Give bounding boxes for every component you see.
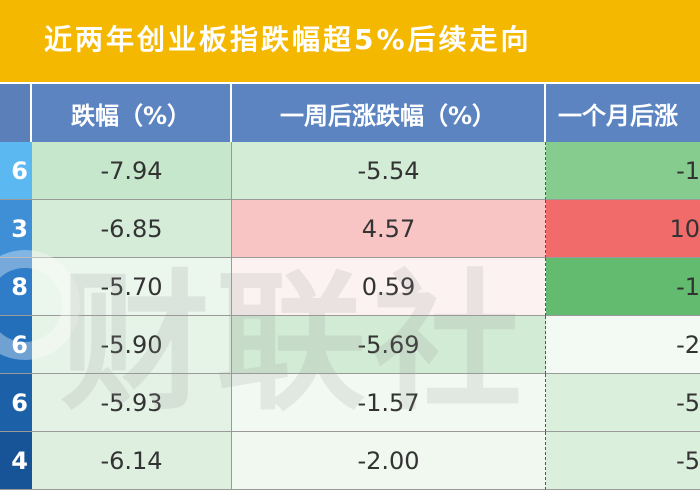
row-label: 6	[0, 374, 32, 432]
table-row: 6 -7.94 -5.54 -1	[0, 142, 700, 200]
drop-cell: -6.85	[32, 200, 232, 258]
week-change-cell: 0.59	[232, 258, 546, 316]
month-change-cell: -5	[546, 432, 700, 490]
header-cell-drop: 跌幅（%）	[32, 84, 232, 142]
row-label: 6	[0, 142, 32, 200]
data-table: 跌幅（%） 一周后涨跌幅（%） 一个月后涨 6 -7.94 -5.54 -1 3 -6.8…	[0, 84, 700, 500]
title-bar: 近两年创业板指跌幅超5%后续走向	[0, 0, 700, 84]
header-cell-date	[0, 84, 32, 142]
table-row: 6 -5.93 -1.57 -5	[0, 374, 700, 432]
table-row: 6 -5.90 -5.69 -2	[0, 316, 700, 374]
week-change-cell: -2.00	[232, 432, 546, 490]
week-change-cell: -5.69	[232, 316, 546, 374]
week-change-cell: -1.57	[232, 374, 546, 432]
drop-cell: -5.70	[32, 258, 232, 316]
header-cell-week: 一周后涨跌幅（%）	[232, 84, 546, 142]
table-row: 4 -6.14 -2.00 -5	[0, 432, 700, 490]
table-row: 8 -5.70 0.59 -1	[0, 258, 700, 316]
row-label: 6	[0, 316, 32, 374]
week-change-cell: 4.57	[232, 200, 546, 258]
month-change-cell: -2	[546, 316, 700, 374]
table-row: 3 -6.85 4.57 10	[0, 200, 700, 258]
month-change-cell: -1	[546, 142, 700, 200]
month-change-cell: -5	[546, 374, 700, 432]
drop-cell: -5.90	[32, 316, 232, 374]
drop-cell: -6.14	[32, 432, 232, 490]
row-label: 8	[0, 258, 32, 316]
header-cell-month: 一个月后涨	[546, 84, 700, 142]
drop-cell: -7.94	[32, 142, 232, 200]
week-change-cell: -5.54	[232, 142, 546, 200]
table-title: 近两年创业板指跌幅超5%后续走向	[44, 23, 532, 56]
row-label: 3	[0, 200, 32, 258]
month-change-cell: -1	[546, 258, 700, 316]
drop-cell: -5.93	[32, 374, 232, 432]
month-change-cell: 10	[546, 200, 700, 258]
row-label: 4	[0, 432, 32, 490]
